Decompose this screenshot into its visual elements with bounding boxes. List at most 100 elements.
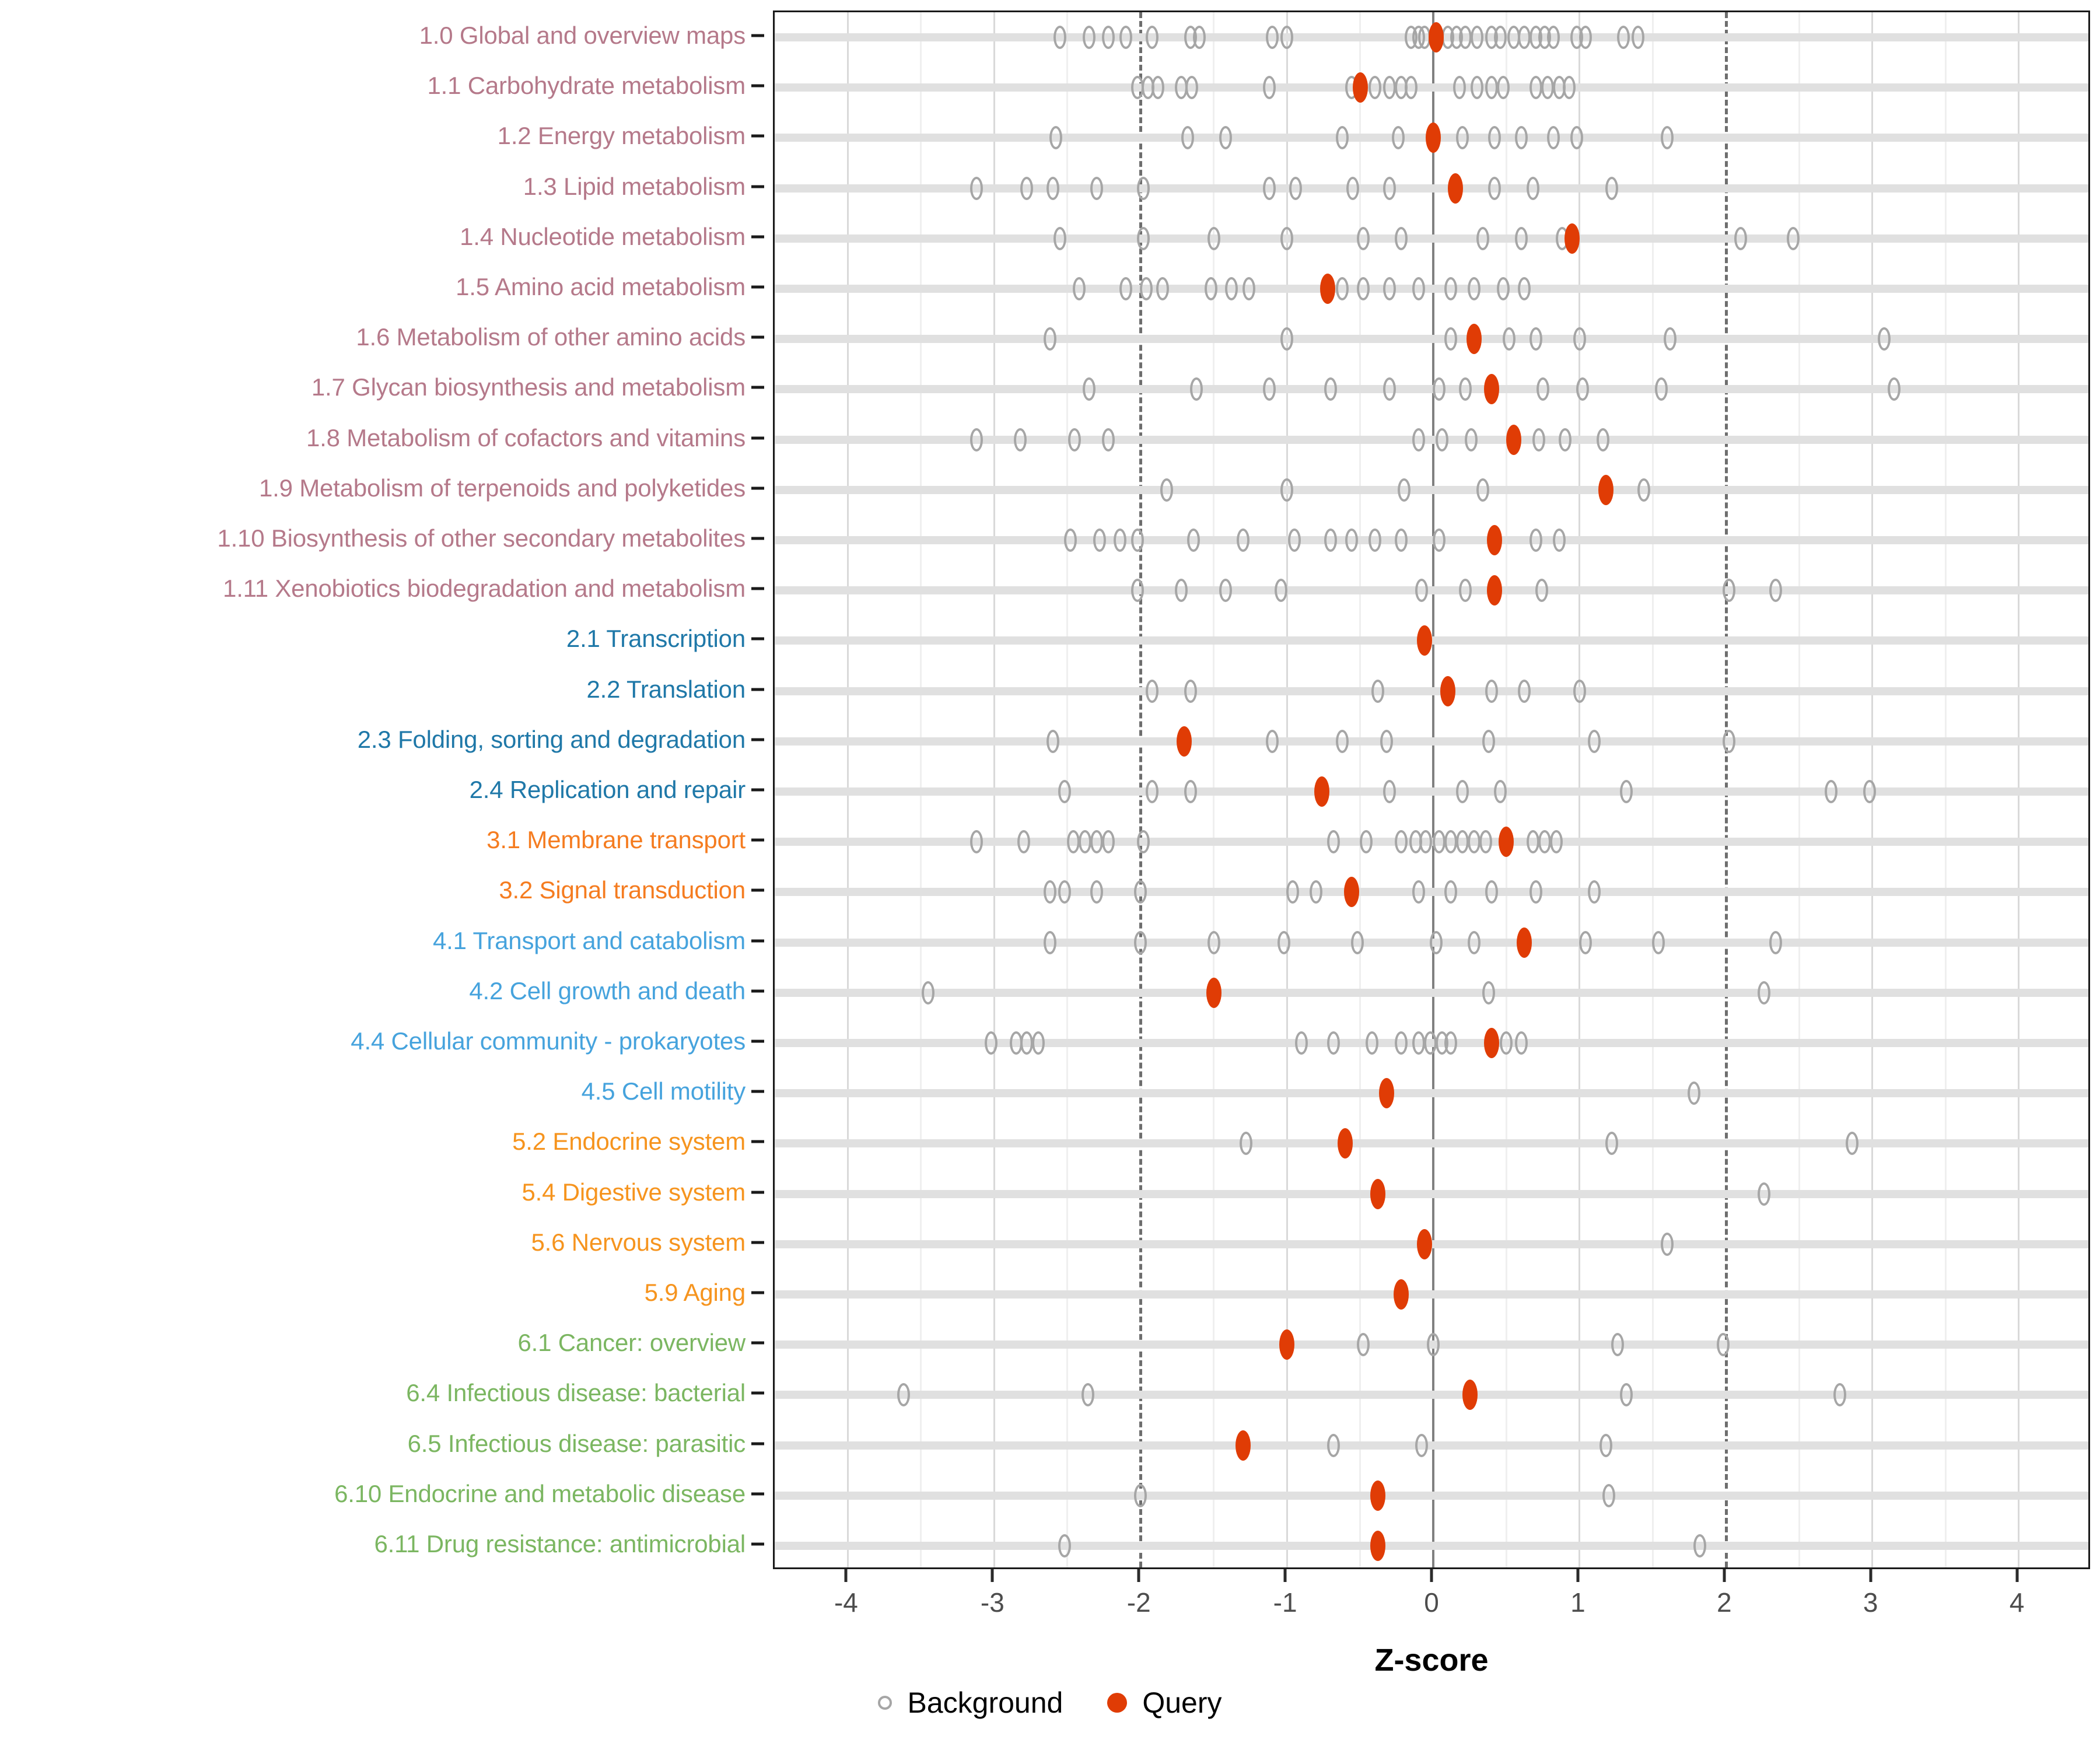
query-point[interactable] — [1370, 1530, 1385, 1561]
query-point[interactable] — [1429, 22, 1444, 53]
query-point[interactable] — [1516, 927, 1532, 958]
y-axis-label: 6.10 Endocrine and metabolic disease — [334, 1479, 746, 1507]
background-point — [1058, 1534, 1071, 1558]
query-point[interactable] — [1370, 1178, 1385, 1209]
query-point[interactable] — [1416, 1228, 1432, 1259]
background-point — [1131, 579, 1144, 603]
background-point — [1476, 478, 1490, 502]
background-point — [1687, 1082, 1700, 1105]
y-axis-tick — [751, 1492, 764, 1496]
background-point — [1359, 830, 1373, 854]
query-point[interactable] — [1484, 374, 1500, 405]
background-point — [1412, 428, 1425, 452]
y-axis-label: 1.6 Metabolism of other amino acids — [356, 323, 746, 351]
background-point — [1433, 528, 1446, 552]
query-point[interactable] — [1598, 474, 1614, 505]
y-axis-tick — [751, 1291, 764, 1294]
background-point — [1453, 76, 1466, 100]
query-point[interactable] — [1506, 424, 1521, 455]
background-point — [1661, 1232, 1674, 1256]
background-point — [1465, 428, 1478, 452]
row-band — [775, 1089, 2088, 1098]
background-point — [1134, 880, 1147, 904]
background-point — [970, 176, 984, 200]
query-point[interactable] — [1466, 324, 1482, 355]
query-point[interactable] — [1487, 525, 1503, 556]
background-point — [1546, 26, 1560, 50]
y-axis-labels: 1.0 Global and overview maps 1.1 Carbohyd… — [0, 10, 764, 1569]
row-band — [775, 1189, 2088, 1198]
background-point — [1415, 1433, 1428, 1457]
y-axis-label: 2.3 Folding, sorting and degradation — [357, 725, 746, 753]
background-point — [1535, 579, 1548, 603]
query-point[interactable] — [1447, 173, 1463, 204]
background-point — [1134, 1483, 1147, 1507]
query-point[interactable] — [1564, 223, 1580, 254]
y-axis-tick — [751, 84, 764, 88]
background-point — [1485, 76, 1499, 100]
query-point[interactable] — [1177, 726, 1192, 757]
y-axis-label: 6.11 Drug resistance: antimicrobial — [374, 1530, 746, 1558]
background-point — [1444, 880, 1458, 904]
y-axis-tick — [751, 386, 764, 389]
background-point — [1485, 679, 1499, 703]
background-point — [1769, 579, 1783, 603]
y-axis-label: 1.7 Glycan biosynthesis and metabolism — [311, 373, 746, 401]
background-point — [1090, 176, 1103, 200]
background-point — [1758, 981, 1770, 1005]
query-point[interactable] — [1338, 1128, 1353, 1159]
x-axis-tick-label: 1 — [1570, 1587, 1586, 1618]
background-point — [1336, 729, 1349, 753]
background-point — [1368, 528, 1381, 552]
query-point[interactable] — [1440, 676, 1456, 706]
background-point — [1102, 428, 1115, 452]
background-point — [1529, 76, 1542, 100]
background-point — [1479, 830, 1493, 854]
background-point — [1175, 579, 1188, 603]
background-point — [1184, 780, 1197, 803]
background-point — [1278, 930, 1291, 954]
query-point[interactable] — [1352, 72, 1368, 103]
row-band — [775, 285, 2088, 293]
background-point — [1444, 1031, 1458, 1055]
background-point — [1184, 679, 1197, 703]
background-point — [1054, 26, 1067, 50]
query-point[interactable] — [1416, 625, 1432, 656]
query-point[interactable] — [1462, 1380, 1478, 1410]
y-axis-tick — [751, 1090, 764, 1093]
y-axis-label: 1.10 Biosynthesis of other secondary met… — [217, 524, 746, 552]
background-point — [1468, 830, 1481, 854]
y-axis-tick — [751, 185, 764, 188]
row-band — [775, 385, 2088, 394]
background-point — [1365, 1031, 1378, 1055]
background-point — [1397, 478, 1410, 502]
query-point[interactable] — [1487, 575, 1503, 606]
query-point[interactable] — [1378, 1078, 1394, 1109]
background-point — [1430, 930, 1443, 954]
background-point — [1327, 1433, 1340, 1457]
background-point — [1693, 1534, 1706, 1558]
query-point[interactable] — [1320, 274, 1336, 304]
y-axis-tick — [751, 34, 764, 37]
query-point[interactable] — [1235, 1430, 1251, 1461]
query-point[interactable] — [1279, 1329, 1295, 1360]
background-point — [1114, 528, 1127, 552]
background-point — [985, 1031, 998, 1055]
y-axis-label: 1.0 Global and overview maps — [419, 22, 746, 50]
row-band — [775, 184, 2088, 192]
query-point[interactable] — [1426, 123, 1441, 153]
query-point[interactable] — [1343, 877, 1359, 908]
x-axis-tick — [2015, 1569, 2019, 1582]
background-point — [1356, 226, 1370, 250]
query-point[interactable] — [1393, 1279, 1409, 1310]
background-point — [1371, 679, 1384, 703]
background-point — [1620, 780, 1633, 803]
background-point — [1394, 528, 1408, 552]
query-point[interactable] — [1370, 1480, 1385, 1511]
query-point[interactable] — [1484, 1027, 1500, 1058]
background-point — [1573, 679, 1586, 703]
query-point[interactable] — [1314, 776, 1330, 807]
query-point[interactable] — [1206, 977, 1222, 1008]
query-point[interactable] — [1499, 827, 1514, 858]
